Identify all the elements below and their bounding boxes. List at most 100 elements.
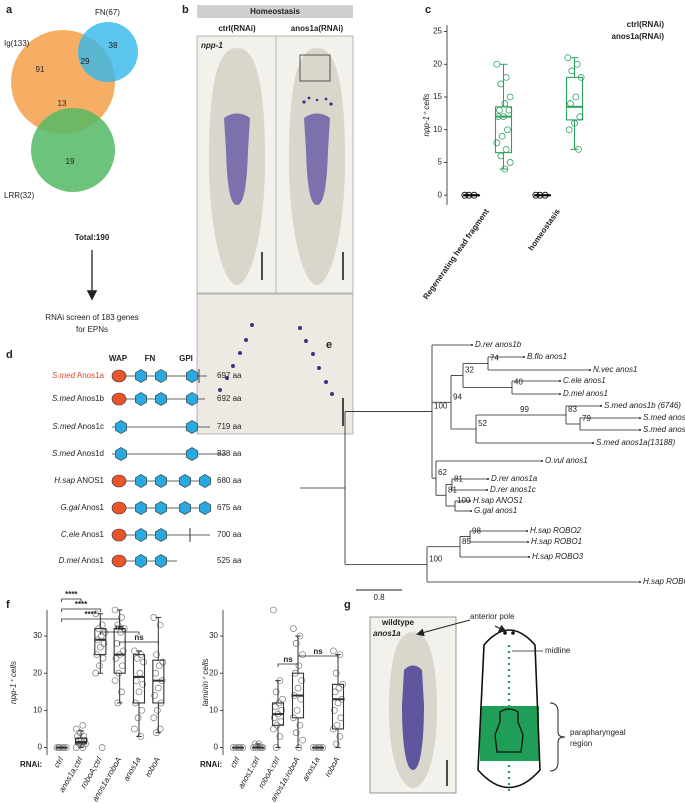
data-point: [272, 688, 280, 696]
data-point: [156, 725, 164, 733]
data-point: [113, 640, 121, 647]
data-point: [496, 106, 503, 114]
data-point: [498, 132, 506, 140]
tip: [592, 442, 594, 444]
protein-length: 680 aa: [217, 476, 242, 485]
data-point: [337, 714, 345, 722]
tip: [470, 510, 472, 512]
header-bar: [197, 5, 353, 18]
gene: Anos1b: [77, 394, 105, 403]
bootstrap: 99: [520, 405, 529, 414]
data-point: [292, 640, 300, 647]
region-count: 13: [58, 99, 67, 108]
scale-label: 0.8: [373, 593, 385, 602]
y-axis-label: npp-1⁺ cells: [9, 661, 18, 704]
tip: [541, 460, 543, 462]
protein-length: 700 aa: [217, 530, 242, 539]
leaf-label: D.mel anos1: [563, 389, 608, 398]
data-point: [567, 100, 574, 107]
wap-domain: [111, 474, 127, 488]
data-point: [279, 695, 286, 703]
fn-domain: [186, 369, 198, 383]
data-point: [572, 93, 580, 101]
protein-length: 525 aa: [217, 556, 242, 565]
tip: [526, 530, 528, 532]
annotation: anterior pole: [470, 612, 515, 621]
fn-domain: [199, 474, 211, 488]
data-point: [277, 718, 285, 725]
fn-domain: [135, 501, 147, 515]
data-point: [293, 706, 301, 714]
box: [113, 628, 126, 674]
data-point: [131, 725, 138, 733]
data-point: [332, 669, 340, 677]
protein-length: 719 aa: [217, 422, 242, 431]
x-tick-label: homeostasis: [526, 207, 562, 253]
data-point: [331, 688, 339, 696]
data-point: [330, 647, 337, 655]
data-point: [497, 152, 505, 160]
gene: Anos1d: [77, 449, 104, 458]
pole-dot: [503, 631, 507, 635]
data-point: [568, 67, 576, 75]
data-point: [333, 721, 341, 729]
y-tick-label: 30: [33, 631, 42, 640]
data-point: [111, 677, 119, 685]
significance-bracket: [99, 631, 140, 635]
gene: Anos1a: [77, 371, 105, 380]
data-point: [152, 669, 159, 677]
protein-length: 838 aa: [217, 449, 242, 458]
panel-letter: b: [182, 4, 189, 16]
data-point: [270, 606, 277, 614]
y-tick-label: 20: [33, 668, 42, 677]
wap-domain: [111, 369, 127, 383]
protein-name: D.mel Anos1: [59, 556, 105, 565]
data-point: [132, 677, 140, 685]
fn-domain: [186, 420, 198, 434]
bootstrap: 100: [434, 402, 448, 411]
y-tick-label: 20: [433, 59, 442, 68]
leaf-label: H.sap ROBO3: [532, 552, 584, 561]
gene: Anos1: [81, 530, 104, 539]
data-point: [154, 684, 162, 692]
bootstrap: 83: [568, 405, 577, 414]
column-label: ctrl(RNAi): [218, 24, 256, 33]
total: Total:190: [75, 233, 110, 242]
data-point: [119, 662, 126, 670]
x-tick-label: ctrl: [228, 755, 241, 769]
bootstrap: 85: [462, 537, 471, 546]
data-point: [156, 621, 164, 629]
significance-label: ns: [115, 623, 125, 632]
caption: RNAi screen of 183 genes: [45, 313, 138, 322]
fn-domain: [155, 501, 167, 515]
data-point: [153, 651, 160, 659]
y-tick-label: 10: [209, 705, 218, 714]
y-tick-label: 0: [438, 190, 443, 199]
fn-domain: [115, 447, 127, 461]
header: Homeostasis: [250, 7, 300, 16]
zoom-image: [196, 293, 354, 435]
leaf-label: S.med anos1b (6746): [604, 401, 681, 410]
leaf-label: N.vec anos1: [593, 365, 637, 374]
gene: Anos1: [81, 556, 104, 565]
leaf-label: H.sap ANOS1: [473, 496, 523, 505]
data-point: [295, 662, 303, 670]
x-tick-label: anos1a: [301, 755, 322, 783]
significance-label: ****: [65, 590, 78, 599]
x-tick-label: roboA: [143, 756, 161, 779]
fn-domain: [155, 554, 167, 568]
caption: for EPNs: [76, 325, 108, 334]
data-point: [493, 139, 501, 147]
data-point: [497, 80, 505, 88]
annotation: midline: [545, 646, 571, 655]
data-point: [159, 658, 167, 666]
leaf-label: O.vul anos1: [545, 456, 588, 465]
data-point: [502, 145, 510, 153]
protein-name: S.med Anos1b: [52, 394, 105, 403]
wap-domain: [111, 554, 127, 568]
bootstrap: 62: [438, 468, 447, 477]
marker-label: anos1a: [373, 629, 401, 638]
leaf-label: D.rer anos1b: [475, 340, 522, 349]
x-tick-label: roboA: [323, 756, 341, 779]
significance-label: ns: [313, 647, 323, 656]
